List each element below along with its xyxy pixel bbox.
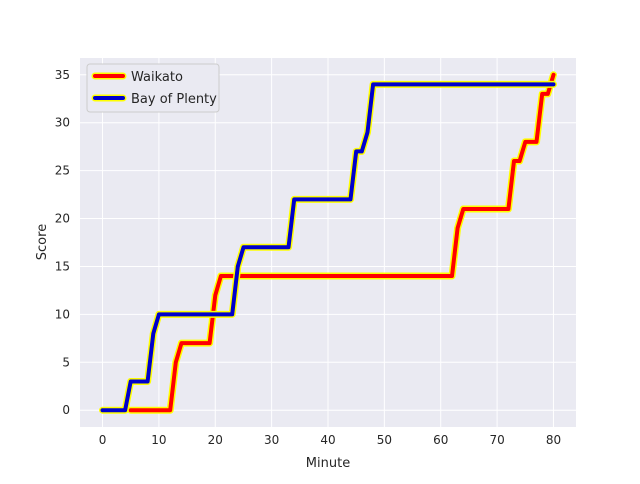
x-axis-label: Minute [306,456,350,471]
series-line-waikato [128,72,556,413]
x-axis-ticks: 0 10 20 30 40 50 60 70 80 [99,433,561,447]
legend-label-bay-of-plenty: Bay of Plenty [131,92,217,107]
x-tick-label: 20 [208,433,223,447]
legend: Waikato Bay of Plenty [86,63,220,113]
y-axis-label: Score [35,224,50,260]
y-tick-label: 0 [62,403,70,417]
x-tick-label: 10 [151,433,166,447]
x-tick-label: 50 [377,433,392,447]
series-layer [99,71,557,414]
grid-lines [80,58,576,427]
x-tick-label: 70 [489,433,504,447]
y-tick-label: 5 [62,355,70,369]
x-tick-label: 30 [264,433,279,447]
x-tick-label: 0 [99,433,107,447]
y-tick-label: 20 [55,212,70,226]
y-tick-label: 15 [55,259,70,273]
x-tick-label: 80 [546,433,561,447]
y-tick-label: 30 [55,116,70,130]
y-tick-label: 25 [55,164,70,178]
series-line-bay-of-plenty [100,82,556,413]
x-tick-label: 40 [320,433,335,447]
y-tick-label: 10 [55,307,70,321]
y-tick-label: 35 [55,68,70,82]
y-axis-ticks: 0 5 10 15 20 25 30 35 [55,68,70,417]
x-tick-label: 60 [433,433,448,447]
legend-label-waikato: Waikato [131,70,183,85]
